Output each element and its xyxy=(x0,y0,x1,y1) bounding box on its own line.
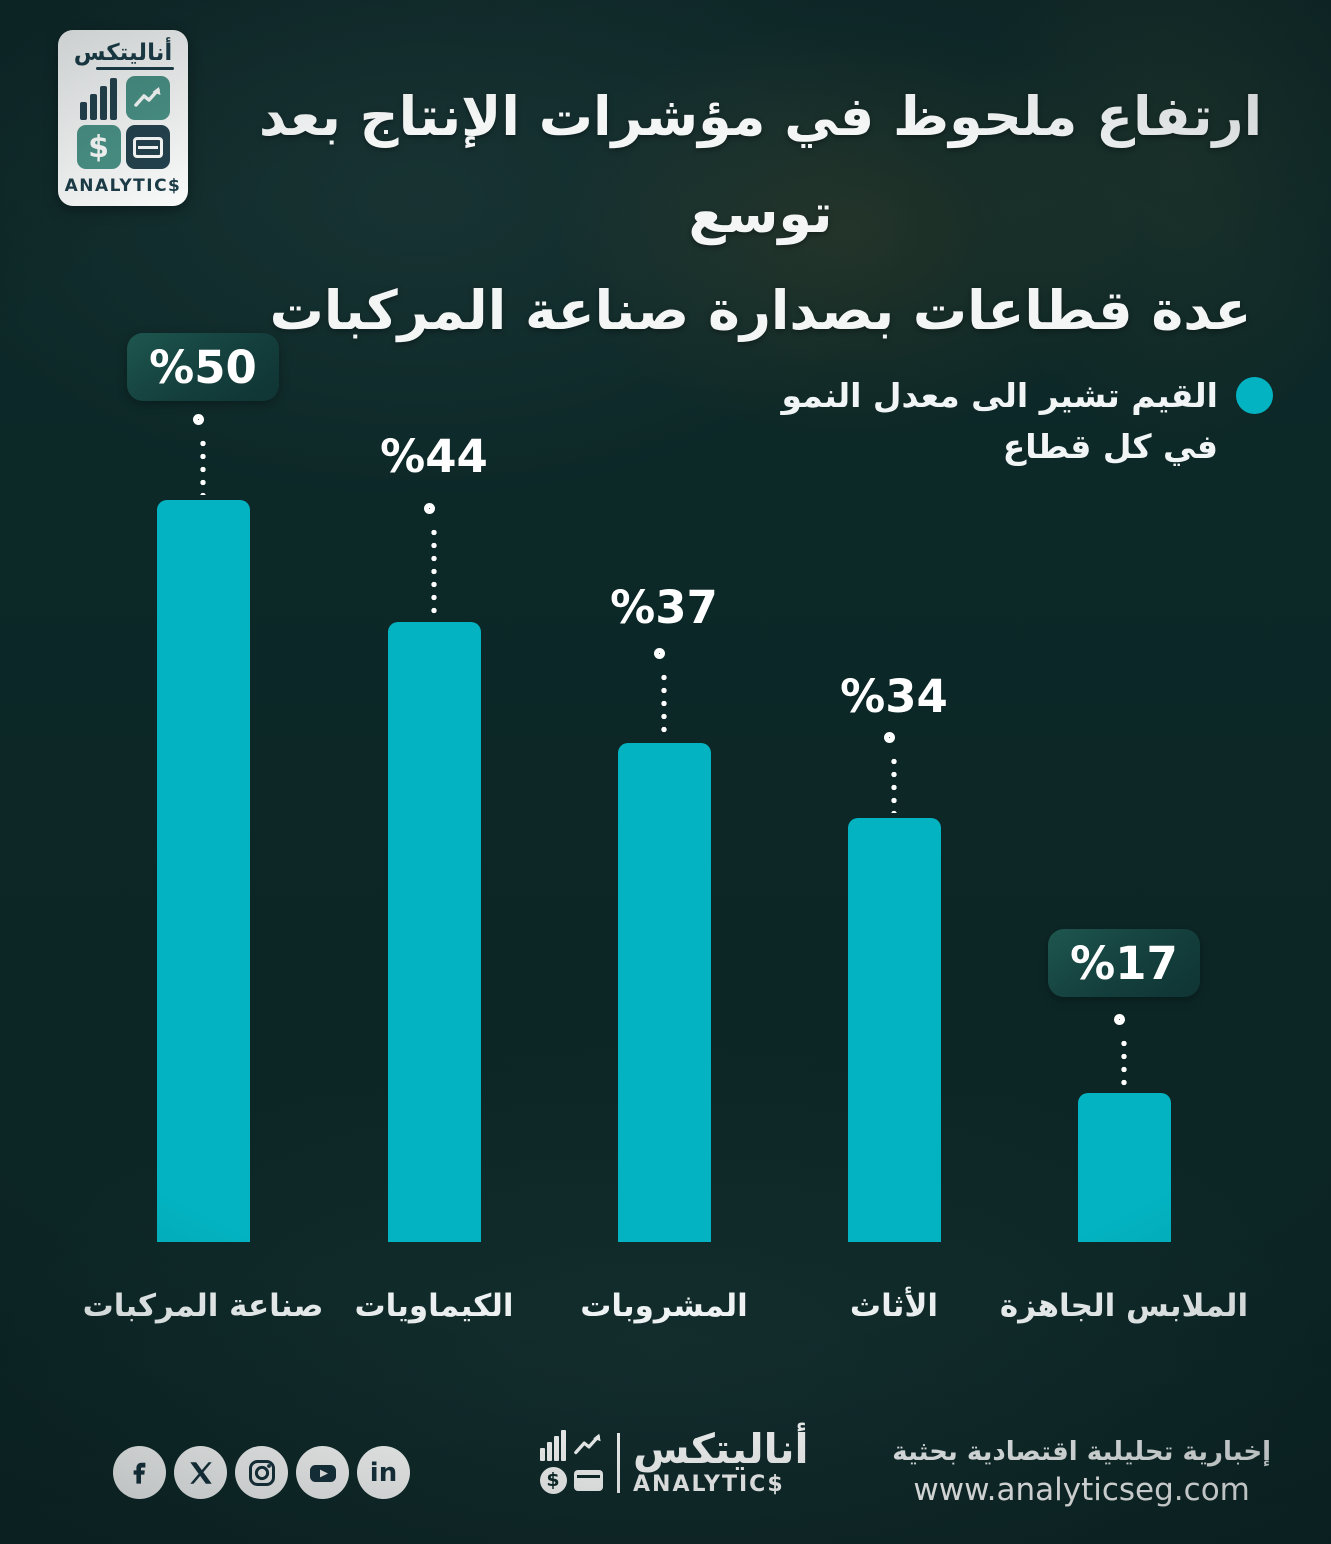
legend-dot-icon xyxy=(1236,377,1273,414)
credit-card-icon xyxy=(125,125,170,169)
credit-card-icon xyxy=(572,1464,604,1496)
legend-line-2: في كل قطاع xyxy=(1002,427,1218,466)
x-twitter-icon[interactable] xyxy=(174,1446,227,1499)
linkedin-icon[interactable]: in xyxy=(357,1446,410,1499)
brand-name-arabic: أناليتكس xyxy=(73,40,173,66)
chart-legend: القيم تشير الى معدل النمو في كل قطاع xyxy=(781,370,1273,472)
value-badge: %50 xyxy=(127,333,279,401)
connector-dotted-line xyxy=(431,526,437,617)
bar-chart-icon xyxy=(537,1429,569,1461)
category-label: الملابس الجاهزة xyxy=(999,1288,1249,1324)
connector-dotted-line xyxy=(891,755,897,813)
category-label: الأثاث xyxy=(849,1288,939,1324)
infographic-title: ارتفاع ملحوظ في مؤشرات الإنتاج بعد توسع … xyxy=(222,68,1299,359)
footer-website-link[interactable]: www.analyticseg.com xyxy=(913,1472,1250,1508)
footer-brand-logo: $ أناليتكس ANALYTIC$ xyxy=(537,1428,809,1497)
social-icons-row: in xyxy=(113,1446,410,1499)
value-label: %44 xyxy=(380,429,488,483)
youtube-icon[interactable] xyxy=(296,1446,349,1499)
bar-chart-icon xyxy=(77,76,121,120)
connector-dotted-line xyxy=(200,437,206,495)
footer-brand-english: ANALYTIC$ xyxy=(633,1472,785,1497)
trend-line-icon xyxy=(572,1429,604,1461)
trend-line-icon xyxy=(125,76,170,120)
value-badge: %17 xyxy=(1048,929,1200,997)
title-line-1: ارتفاع ملحوظ في مؤشرات الإنتاج بعد توسع xyxy=(258,85,1263,245)
connector-circle xyxy=(1113,1013,1125,1025)
category-label: صناعة المركبات xyxy=(82,1288,324,1324)
dollar-icon: $ xyxy=(76,125,121,169)
connector-circle xyxy=(192,413,204,425)
category-label: الكيماويات xyxy=(354,1288,514,1324)
facebook-icon[interactable] xyxy=(113,1446,166,1499)
footer-contact-block: إخبارية تحليلية اقتصادية بحثية www.analy… xyxy=(892,1434,1271,1510)
bar xyxy=(847,818,941,1242)
connector-circle xyxy=(423,502,435,514)
connector-dotted-line xyxy=(661,671,667,738)
bar xyxy=(1077,1093,1171,1242)
connector-circle xyxy=(653,647,665,659)
brand-logo-icon-grid: $ xyxy=(76,76,170,169)
legend-text: القيم تشير الى معدل النمو في كل قطاع xyxy=(781,370,1218,472)
title-line-2: عدة قطاعات بصدارة صناعة المركبات xyxy=(269,279,1252,342)
category-label: المشروبات xyxy=(580,1288,748,1324)
footer-brand-arabic: أناليتكس xyxy=(633,1425,809,1473)
brand-name-english: ANALYTIC$ xyxy=(64,176,182,196)
dollar-icon: $ xyxy=(537,1464,569,1496)
legend-line-1: القيم تشير الى معدل النمو xyxy=(781,376,1218,415)
bar xyxy=(617,743,711,1242)
footer-logo-divider xyxy=(617,1432,620,1493)
brand-logo-card: أناليتكس $ ANALYTIC$ xyxy=(58,30,188,206)
value-label: %37 xyxy=(610,580,718,634)
connector-dotted-line xyxy=(1121,1037,1127,1088)
brand-underline xyxy=(96,67,174,70)
bar xyxy=(156,500,250,1242)
instagram-icon[interactable] xyxy=(235,1446,288,1499)
footer-logo-icon-grid: $ xyxy=(537,1429,604,1496)
connector-circle xyxy=(883,731,895,743)
bar xyxy=(387,622,481,1242)
value-label: %34 xyxy=(840,669,948,723)
footer-tagline: إخبارية تحليلية اقتصادية بحثية xyxy=(892,1437,1271,1467)
